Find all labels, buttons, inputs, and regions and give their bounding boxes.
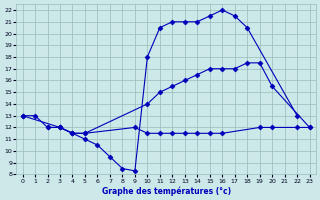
X-axis label: Graphe des températures (°c): Graphe des températures (°c) — [101, 186, 231, 196]
